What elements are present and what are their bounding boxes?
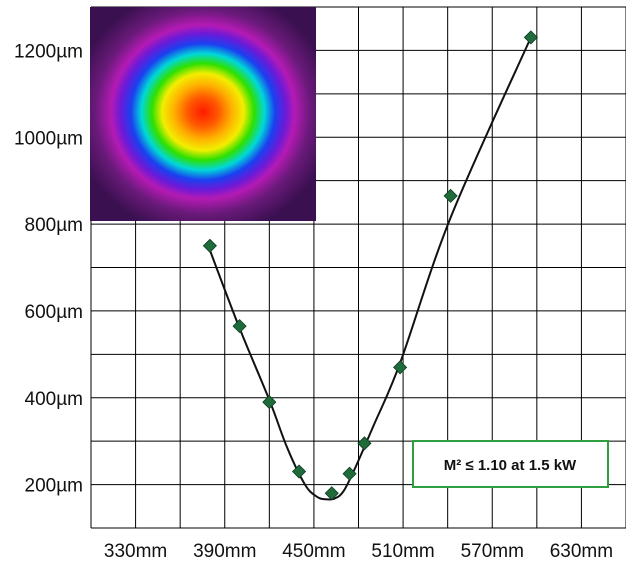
data-point-diamond xyxy=(357,436,372,451)
y-tick-label: 200µm xyxy=(25,476,83,497)
y-tick-label: 600µm xyxy=(25,302,83,323)
x-tick-label: 330mm xyxy=(104,541,167,561)
data-points xyxy=(202,30,538,501)
data-point-diamond xyxy=(262,395,277,410)
data-point-diamond xyxy=(202,238,217,253)
axis-labels: 330mm 390mm 450mm 510mm 570mm 630mm 200µm 400µm… xyxy=(14,41,613,561)
x-tick-label: 630mm xyxy=(550,541,613,561)
data-point-diamond xyxy=(342,466,357,481)
x-tick-label: 390mm xyxy=(193,541,256,561)
data-point-diamond xyxy=(324,486,339,501)
data-point-diamond xyxy=(232,319,247,334)
data-point-diamond xyxy=(523,30,538,45)
y-tick-label: 400µm xyxy=(25,389,83,410)
data-point-diamond xyxy=(291,464,307,479)
x-tick-label: 450mm xyxy=(282,541,345,561)
data-point-diamond xyxy=(443,188,458,203)
m2-annotation-text: M² ≤ 1.10 at 1.5 kW xyxy=(444,457,577,474)
y-tick-label: 800µm xyxy=(25,215,83,236)
m2-annotation-box: M² ≤ 1.10 at 1.5 kW xyxy=(412,440,609,488)
data-point-diamond xyxy=(393,360,408,375)
beam-profile-image xyxy=(90,7,316,221)
y-tick-label: 1200µm xyxy=(14,41,83,62)
x-tick-label: 570mm xyxy=(461,541,524,561)
x-tick-label: 510mm xyxy=(371,541,434,561)
y-tick-label: 1000µm xyxy=(14,128,83,149)
